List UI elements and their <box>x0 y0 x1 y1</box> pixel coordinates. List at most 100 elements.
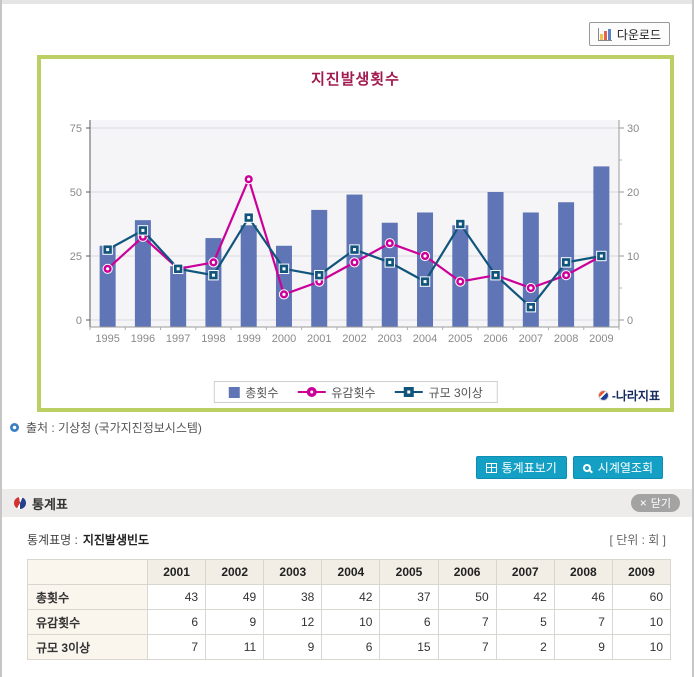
table-cell: 9 <box>263 634 323 660</box>
table-col-header: 2001 <box>146 559 207 585</box>
table-cell: 12 <box>263 609 323 635</box>
x-axis-label: 2000 <box>272 333 296 345</box>
x-axis-label: 1998 <box>201 333 225 345</box>
time-series-button[interactable]: 시계열조회 <box>572 456 663 479</box>
stats-table: 2001 2002 2003 2004 2005 2006 2007 2008 2009 총횟수 4… <box>27 559 672 660</box>
bar-1999[interactable] <box>240 225 257 327</box>
point-center <box>106 267 110 271</box>
chart-panel: 지진발생횟수 0 25 50 75 0 10 20 30 1995 1996 1997 1998 199… <box>37 55 674 412</box>
chart-title: 지진발생횟수 <box>311 71 400 88</box>
table-col-header: 2003 <box>263 559 323 585</box>
point-center <box>388 260 392 264</box>
bar-chart-icon <box>597 27 612 41</box>
bar-2009[interactable] <box>593 166 610 327</box>
chart-legend: 총횟수 유감횟수 규모 3이상 <box>213 381 498 403</box>
stats-section-title-text: 통계표 <box>32 496 68 512</box>
action-buttons: 통계표보기 시계열조회 <box>475 456 663 479</box>
point-center <box>141 235 145 239</box>
point-center <box>176 267 180 271</box>
table-cell: 50 <box>437 584 497 610</box>
view-stats-table-button[interactable]: 통계표보기 <box>475 456 567 479</box>
table-cell: 42 <box>495 584 555 610</box>
point-center <box>282 292 286 296</box>
table-name-label: 통계표명 : <box>27 533 78 547</box>
table-col-header: 2006 <box>437 559 497 585</box>
right-axis-label: 10 <box>627 251 639 263</box>
table-col-header: 2008 <box>553 559 613 585</box>
table-cell: 46 <box>553 584 613 610</box>
legend-label: 총횟수 <box>245 385 279 400</box>
table-cell: 11 <box>205 634 265 660</box>
point-center <box>564 273 568 277</box>
table-row: 유감횟수 6 9 12 10 6 7 5 7 10 <box>27 609 672 635</box>
x-axis-label: 1996 <box>131 333 155 345</box>
table-name: 지진발생빈도 <box>82 533 150 547</box>
close-label: 닫기 <box>650 498 671 510</box>
point-center <box>211 260 216 264</box>
table-col-header: 2004 <box>321 559 381 585</box>
legend-square-marker-icon <box>394 386 423 398</box>
logo-text: -나라지표 <box>611 389 660 403</box>
close-button[interactable]: × 닫기 <box>630 494 680 512</box>
x-axis-label: 2001 <box>307 333 331 345</box>
point-center <box>423 280 427 284</box>
bar-1996[interactable] <box>134 220 151 327</box>
table-cell: 6 <box>379 609 439 635</box>
section-bullet-icon <box>14 497 26 509</box>
point-center <box>352 260 357 264</box>
bar-2004[interactable] <box>417 212 434 327</box>
left-axis-label: 75 <box>70 123 82 135</box>
x-axis-label: 2009 <box>589 333 613 345</box>
x-axis-label: 2008 <box>554 333 578 345</box>
table-cell: 43 <box>146 584 207 610</box>
point-center <box>458 222 462 226</box>
bar-2003[interactable] <box>381 222 398 327</box>
point-center <box>141 228 145 232</box>
point-center <box>599 254 603 258</box>
table-col-header: 2002 <box>205 559 265 585</box>
download-button[interactable]: 다운로드 <box>588 22 670 46</box>
table-col-header: 2007 <box>495 559 555 585</box>
table-meta-row: 통계표명 : 지진발생빈도 [ 단위 : 회 ] <box>27 531 666 548</box>
table-row-header: 총횟수 <box>27 584 148 610</box>
point-center <box>317 280 321 284</box>
table-cell: 9 <box>205 609 265 635</box>
unit-label: [ 단위 : 회 ] <box>609 533 666 547</box>
chart-plot: 0 25 50 75 0 10 20 30 1995 1996 1997 1998 1999 2000 20… <box>70 120 639 345</box>
bar-1997[interactable] <box>170 266 187 327</box>
x-axis-label: 1995 <box>95 333 119 345</box>
download-label: 다운로드 <box>616 27 661 42</box>
table-row-header: 유감횟수 <box>27 609 148 635</box>
right-axis-label: 30 <box>627 123 639 135</box>
bar-2000[interactable] <box>275 245 292 327</box>
table-cell: 7 <box>437 634 497 660</box>
point-center <box>388 241 392 245</box>
bar-2005[interactable] <box>452 225 469 327</box>
bar-1995[interactable] <box>99 245 116 327</box>
magnifier-icon <box>582 463 591 472</box>
legend-item-total: 총횟수 <box>228 384 278 401</box>
x-axis-label: 2004 <box>413 333 437 345</box>
x-axis-label: 2005 <box>448 333 472 345</box>
bar-2007[interactable] <box>522 212 539 327</box>
table-cell: 42 <box>321 584 381 610</box>
stats-section-header: 통계표 × 닫기 <box>2 489 692 517</box>
table-row: 규모 3이상 7 11 9 6 15 7 2 9 10 <box>27 634 672 660</box>
bar-2006[interactable] <box>487 192 504 327</box>
point-center <box>529 286 533 290</box>
table-cell: 15 <box>379 634 439 660</box>
point-center <box>458 280 462 284</box>
x-axis-label: 2003 <box>378 333 402 345</box>
legend-label: 유감횟수 <box>331 385 376 400</box>
table-cell: 5 <box>495 609 555 635</box>
table-cell: 6 <box>146 609 207 635</box>
time-series-label: 시계열조회 <box>597 461 653 475</box>
table-corner-cell <box>27 559 148 585</box>
view-stats-table-label: 통계표보기 <box>501 461 557 475</box>
left-axis-label: 0 <box>76 315 82 327</box>
source-text: 출처 : 기상청 (국가지진정보시스템) <box>26 421 202 435</box>
table-cell: 38 <box>263 584 323 610</box>
source-line: 출처 : 기상청 (국가지진정보시스템) <box>10 419 202 436</box>
bar-2001[interactable] <box>311 209 328 327</box>
table-cell: 10 <box>321 609 381 635</box>
